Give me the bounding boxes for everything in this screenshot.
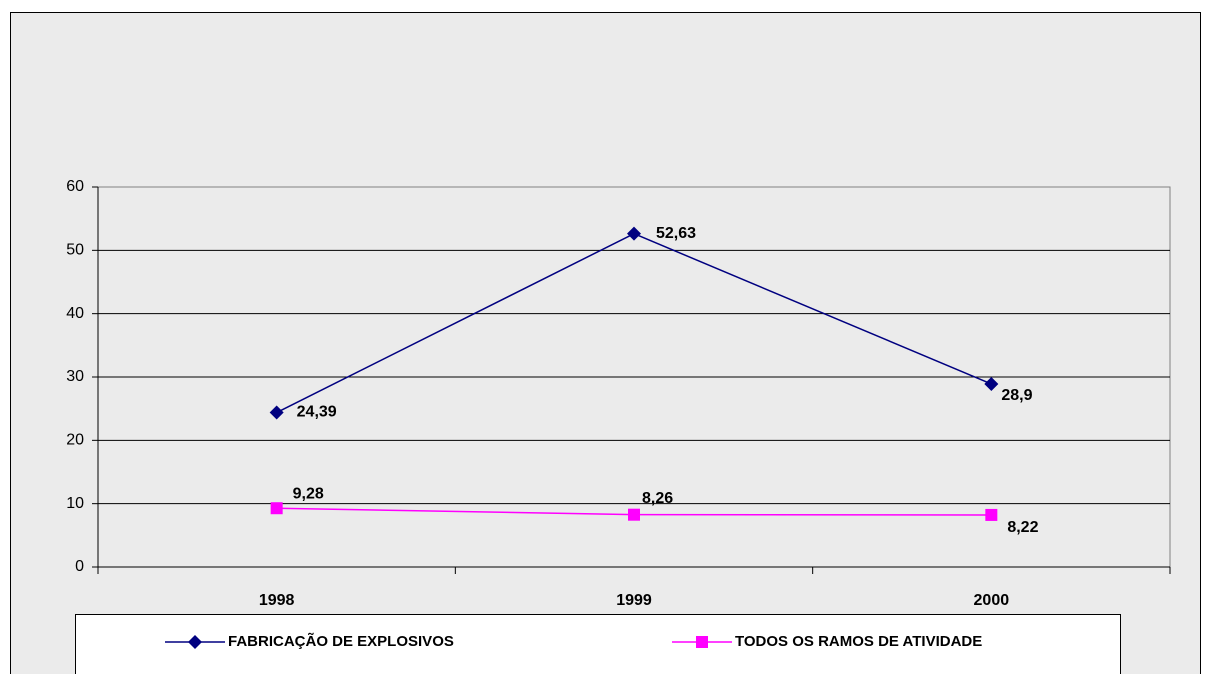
marker	[985, 508, 998, 521]
x-tick-label: 2000	[974, 592, 1010, 609]
y-tick-label: 40	[66, 305, 84, 322]
y-tick-label: 10	[66, 495, 84, 512]
y-tick-label: 60	[66, 178, 84, 195]
y-tick-label: 30	[66, 368, 84, 385]
y-tick-label: 20	[66, 432, 84, 449]
legend-label: TODOS OS RAMOS DE ATIVIDADE	[735, 633, 982, 650]
data-label: 52,63	[656, 225, 696, 242]
data-label: 8,22	[1007, 519, 1038, 536]
marker	[696, 636, 708, 648]
marker	[984, 376, 999, 391]
x-tick-label: 1999	[616, 592, 652, 609]
data-label: 9,28	[293, 485, 324, 502]
data-label: 8,26	[642, 490, 673, 507]
marker	[188, 635, 202, 649]
x-tick-label: 1998	[259, 592, 295, 609]
marker	[628, 508, 640, 521]
marker	[269, 405, 284, 420]
data-label: 24,39	[297, 404, 337, 421]
legend	[75, 614, 1121, 674]
y-tick-label: 0	[75, 558, 84, 575]
marker	[270, 502, 283, 515]
marker	[627, 226, 641, 241]
data-label: 28,9	[1001, 387, 1032, 404]
legend-label: FABRICAÇÃO DE EXPLOSIVOS	[228, 632, 454, 650]
y-tick-label: 50	[66, 242, 84, 259]
